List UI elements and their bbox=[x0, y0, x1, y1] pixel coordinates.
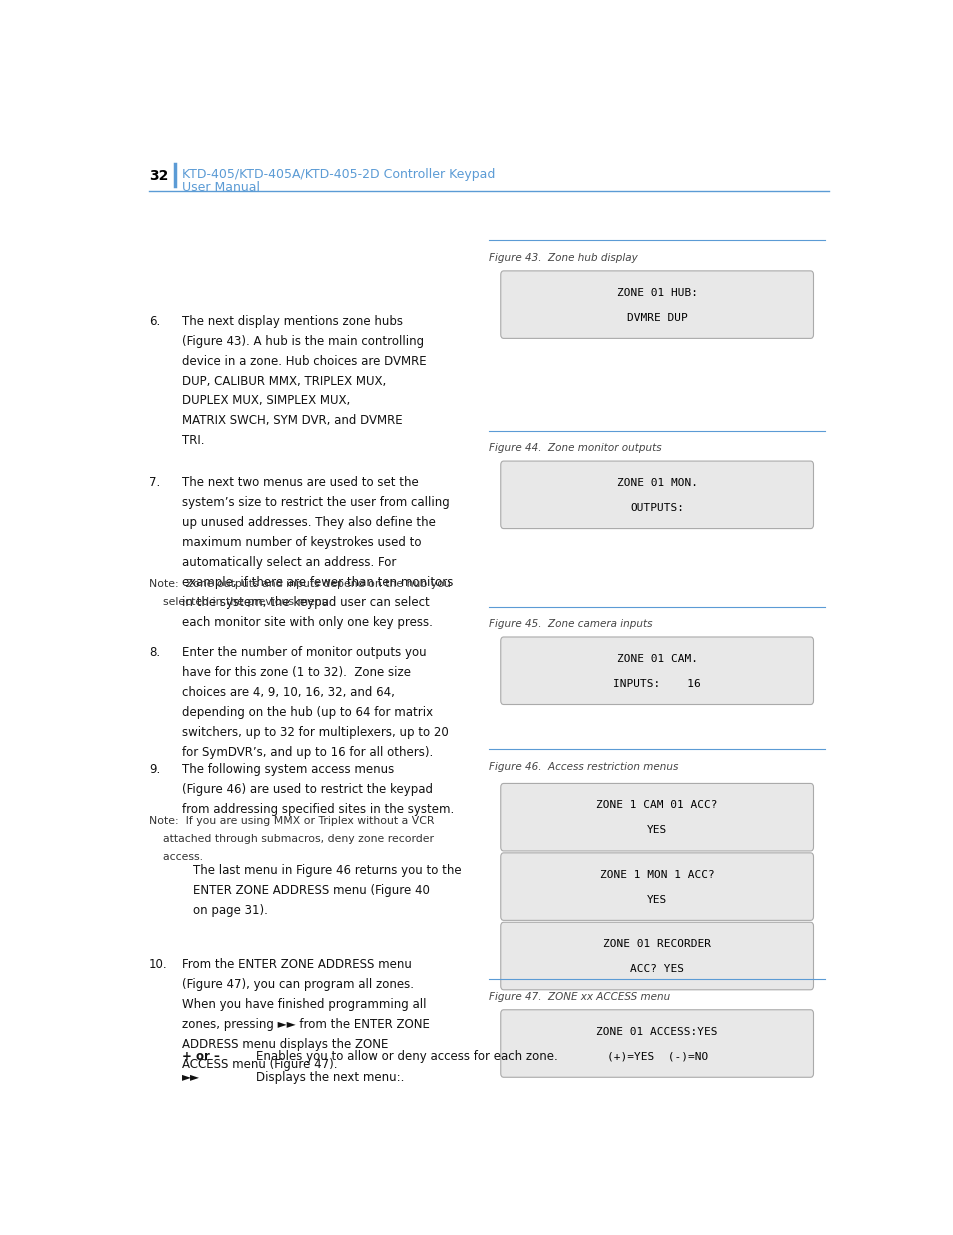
Text: Figure 44.  Zone monitor outputs: Figure 44. Zone monitor outputs bbox=[488, 443, 660, 453]
Text: ZONE 01 RECORDER: ZONE 01 RECORDER bbox=[602, 939, 710, 948]
Text: attached through submacros, deny zone recorder: attached through submacros, deny zone re… bbox=[149, 834, 434, 844]
Text: YES: YES bbox=[646, 895, 666, 905]
Text: Figure 45.  Zone camera inputs: Figure 45. Zone camera inputs bbox=[488, 619, 652, 629]
Text: + or –: + or – bbox=[182, 1050, 220, 1062]
Text: ►►: ►► bbox=[182, 1071, 200, 1083]
Text: The following system access menus: The following system access menus bbox=[182, 763, 394, 777]
Text: (Figure 46) are used to restrict the keypad: (Figure 46) are used to restrict the key… bbox=[182, 783, 433, 797]
Text: ACC? YES: ACC? YES bbox=[630, 965, 683, 974]
Text: 32: 32 bbox=[149, 169, 168, 183]
Text: 10.: 10. bbox=[149, 958, 168, 972]
Text: ACCESS menu (Figure 47).: ACCESS menu (Figure 47). bbox=[182, 1058, 337, 1071]
Text: depending on the hub (up to 64 for matrix: depending on the hub (up to 64 for matri… bbox=[182, 706, 433, 720]
Text: device in a zone. Hub choices are DVMRE: device in a zone. Hub choices are DVMRE bbox=[182, 354, 426, 368]
Text: KTD-405/KTD-405A/KTD-405-2D Controller Keypad: KTD-405/KTD-405A/KTD-405-2D Controller K… bbox=[182, 168, 495, 182]
FancyBboxPatch shape bbox=[500, 637, 813, 704]
Text: from addressing specified sites in the system.: from addressing specified sites in the s… bbox=[182, 804, 454, 816]
Text: DUPLEX MUX, SIMPLEX MUX,: DUPLEX MUX, SIMPLEX MUX, bbox=[182, 394, 350, 408]
Text: ZONE 1 CAM 01 ACC?: ZONE 1 CAM 01 ACC? bbox=[596, 800, 717, 810]
Text: selected in the previous menu.: selected in the previous menu. bbox=[149, 597, 332, 608]
Text: ADDRESS menu displays the ZONE: ADDRESS menu displays the ZONE bbox=[182, 1039, 388, 1051]
FancyBboxPatch shape bbox=[500, 923, 813, 989]
Text: up unused addresses. They also define the: up unused addresses. They also define th… bbox=[182, 516, 436, 530]
FancyBboxPatch shape bbox=[500, 853, 813, 920]
Text: on page 31).: on page 31). bbox=[193, 904, 268, 918]
Text: ENTER ZONE ADDRESS menu (Figure 40: ENTER ZONE ADDRESS menu (Figure 40 bbox=[193, 884, 430, 898]
Text: Note:  If you are using MMX or Triplex without a VCR: Note: If you are using MMX or Triplex wi… bbox=[149, 816, 434, 826]
Text: 7.: 7. bbox=[149, 477, 160, 489]
Text: DVMRE DUP: DVMRE DUP bbox=[626, 312, 687, 322]
Text: maximum number of keystrokes used to: maximum number of keystrokes used to bbox=[182, 536, 421, 550]
Text: ZONE 01 CAM.: ZONE 01 CAM. bbox=[616, 653, 697, 663]
FancyBboxPatch shape bbox=[500, 461, 813, 529]
Text: in the system, the keypad user can select: in the system, the keypad user can selec… bbox=[182, 597, 430, 609]
Text: DUP, CALIBUR MMX, TRIPLEX MUX,: DUP, CALIBUR MMX, TRIPLEX MUX, bbox=[182, 374, 386, 388]
Text: From the ENTER ZONE ADDRESS menu: From the ENTER ZONE ADDRESS menu bbox=[182, 958, 412, 972]
Text: 9.: 9. bbox=[149, 763, 160, 777]
Text: Displays the next menu:.: Displays the next menu:. bbox=[255, 1071, 404, 1083]
FancyBboxPatch shape bbox=[500, 1010, 813, 1077]
Text: Enter the number of monitor outputs you: Enter the number of monitor outputs you bbox=[182, 646, 426, 659]
FancyBboxPatch shape bbox=[500, 270, 813, 338]
Text: 8.: 8. bbox=[149, 646, 160, 659]
Text: The next two menus are used to set the: The next two menus are used to set the bbox=[182, 477, 418, 489]
Text: system’s size to restrict the user from calling: system’s size to restrict the user from … bbox=[182, 496, 450, 509]
Text: example, if there are fewer than ten monitors: example, if there are fewer than ten mon… bbox=[182, 576, 453, 589]
Text: The next display mentions zone hubs: The next display mentions zone hubs bbox=[182, 315, 403, 327]
Text: switchers, up to 32 for multiplexers, up to 20: switchers, up to 32 for multiplexers, up… bbox=[182, 726, 448, 740]
Text: automatically select an address. For: automatically select an address. For bbox=[182, 556, 396, 569]
Text: Figure 43.  Zone hub display: Figure 43. Zone hub display bbox=[488, 253, 637, 263]
Text: ZONE 1 MON 1 ACC?: ZONE 1 MON 1 ACC? bbox=[599, 869, 714, 879]
Text: ZONE 01 ACCESS:YES: ZONE 01 ACCESS:YES bbox=[596, 1026, 717, 1036]
FancyBboxPatch shape bbox=[500, 783, 813, 851]
Text: for SymDVR’s, and up to 16 for all others).: for SymDVR’s, and up to 16 for all other… bbox=[182, 746, 433, 760]
Text: Figure 46.  Access restriction menus: Figure 46. Access restriction menus bbox=[488, 762, 678, 772]
Text: have for this zone (1 to 32).  Zone size: have for this zone (1 to 32). Zone size bbox=[182, 667, 411, 679]
Text: Note:  Zone outputs and inputs depend on the hub you: Note: Zone outputs and inputs depend on … bbox=[149, 579, 450, 589]
Text: zones, pressing ►► from the ENTER ZONE: zones, pressing ►► from the ENTER ZONE bbox=[182, 1019, 430, 1031]
Text: INPUTS:    16: INPUTS: 16 bbox=[613, 679, 700, 689]
Text: The last menu in Figure 46 returns you to the: The last menu in Figure 46 returns you t… bbox=[193, 864, 461, 877]
Text: (Figure 43). A hub is the main controlling: (Figure 43). A hub is the main controlli… bbox=[182, 335, 424, 347]
Text: MATRIX SWCH, SYM DVR, and DVMRE: MATRIX SWCH, SYM DVR, and DVMRE bbox=[182, 415, 402, 427]
Text: When you have finished programming all: When you have finished programming all bbox=[182, 998, 426, 1011]
Text: Figure 47.  ZONE xx ACCESS menu: Figure 47. ZONE xx ACCESS menu bbox=[488, 992, 669, 1002]
Text: 6.: 6. bbox=[149, 315, 160, 327]
Text: ZONE 01 HUB:: ZONE 01 HUB: bbox=[616, 288, 697, 298]
Text: each monitor site with only one key press.: each monitor site with only one key pres… bbox=[182, 616, 433, 629]
Text: access.: access. bbox=[149, 852, 203, 862]
Text: ZONE 01 MON.: ZONE 01 MON. bbox=[616, 478, 697, 488]
Text: YES: YES bbox=[646, 825, 666, 835]
Text: Enables you to allow or deny access for each zone.: Enables you to allow or deny access for … bbox=[255, 1050, 558, 1062]
Text: TRI.: TRI. bbox=[182, 435, 204, 447]
Text: (+)=YES  (-)=NO: (+)=YES (-)=NO bbox=[606, 1052, 707, 1062]
Text: OUTPUTS:: OUTPUTS: bbox=[630, 503, 683, 513]
Text: choices are 4, 9, 10, 16, 32, and 64,: choices are 4, 9, 10, 16, 32, and 64, bbox=[182, 687, 395, 699]
Text: (Figure 47), you can program all zones.: (Figure 47), you can program all zones. bbox=[182, 978, 414, 992]
Text: User Manual: User Manual bbox=[182, 180, 260, 194]
